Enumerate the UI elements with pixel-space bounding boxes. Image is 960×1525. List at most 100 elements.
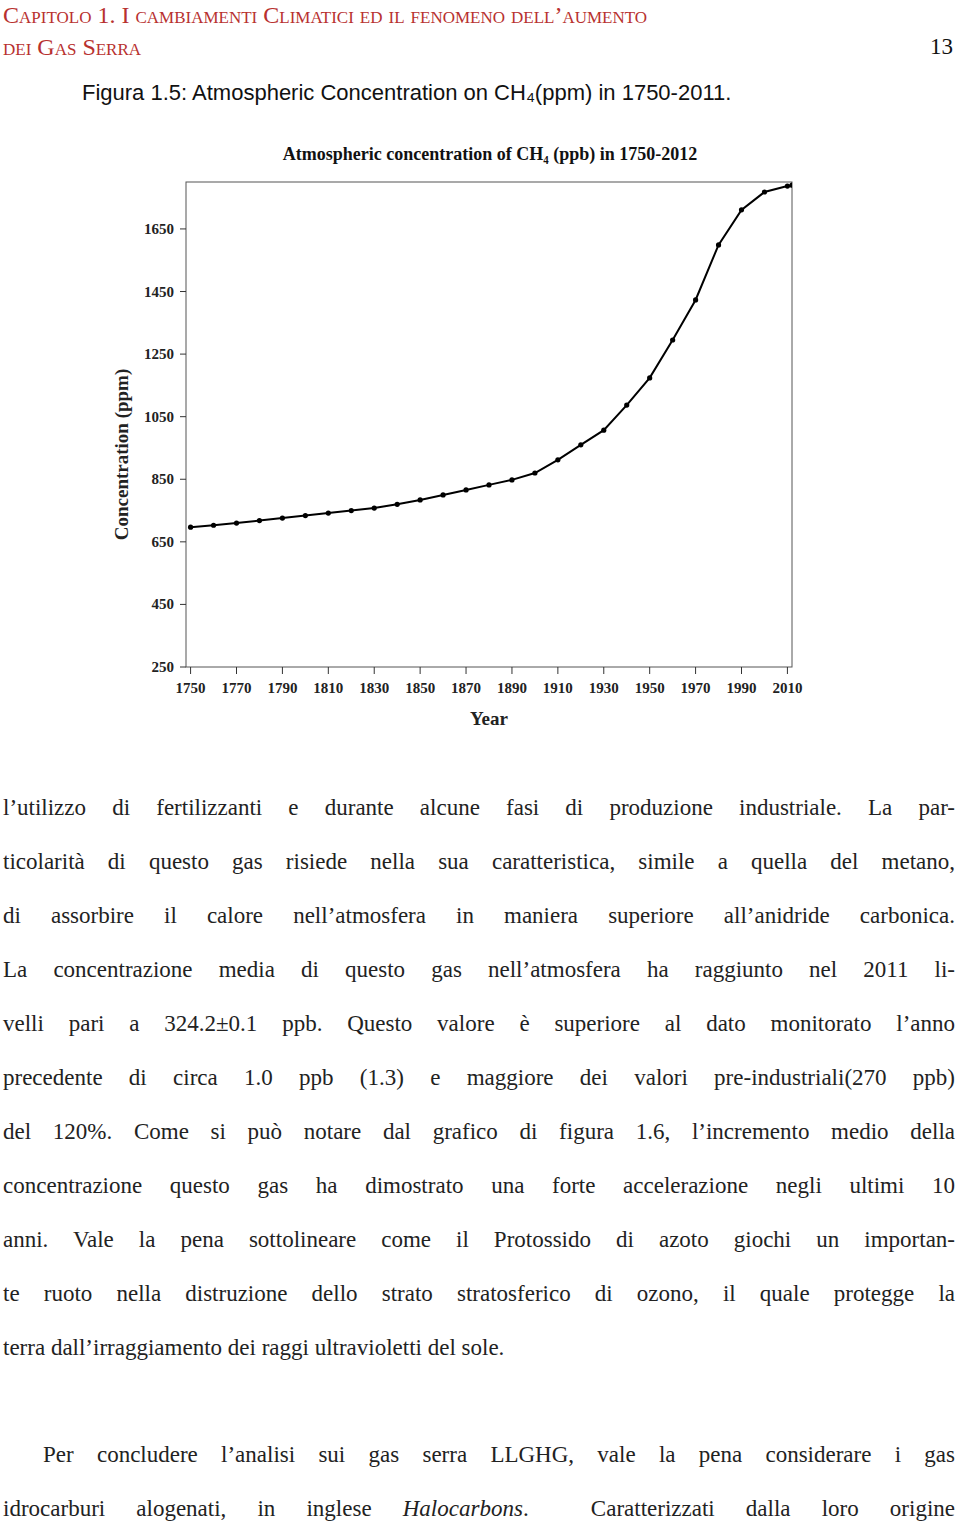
data-point [624,403,629,408]
text-line: terra dall’irraggiamento dei raggi ultra… [3,1321,955,1375]
running-header: Capitolo 1. I cambiamenti Climatici ed i… [3,2,647,29]
text-line: te ruoto nella distruzione dello strato … [3,1267,955,1321]
data-point [647,375,652,380]
x-tick [466,667,467,674]
data-point [234,520,239,525]
x-tick-label: 1790 [267,680,297,696]
data-group [188,183,792,530]
y-tick [180,479,186,480]
data-line [191,185,792,527]
y-tick-label: 850 [152,471,175,487]
italic-term: Halocarbons [403,1496,523,1521]
y-tick-label: 1050 [144,409,174,425]
page: Capitolo 1. I cambiamenti Climatici ed i… [0,0,960,1525]
x-tick [557,667,558,674]
data-point [762,189,767,194]
figure-caption: Figura 1.5: Atmospheric Concentration on… [82,80,731,106]
y-tick [180,667,186,668]
text-line: l’utilizzo di fertilizzanti e durante al… [3,781,955,835]
x-tick [282,667,283,674]
x-tick [374,667,375,674]
data-point [280,515,285,520]
x-tick-label: 2010 [772,680,802,696]
data-point [463,487,468,492]
y-tick-label: 650 [152,534,175,550]
y-tick-label: 1250 [144,346,174,362]
chart: Atmospheric concentration of CH₄ (ppb) i… [0,0,960,760]
text-line: precedente di circa 1.0 ppb (1.3) e magg… [3,1051,955,1105]
data-point [739,207,744,212]
data-point [486,482,491,487]
x-tick [649,667,650,674]
x-tick [420,667,421,674]
data-point [188,525,193,530]
y-tick [180,291,186,292]
y-tick [180,228,186,229]
x-tick-label: 1810 [313,680,343,696]
text-segment: . Caratterizzati dalla loro origine [523,1496,955,1521]
x-tick [236,667,237,674]
text-segment: idrocarburi alogenati, in inglese [3,1496,403,1521]
x-tick-label: 1990 [727,680,757,696]
text-line: ticolarità di questo gas risiede nella s… [3,835,955,889]
x-tick [695,667,696,674]
y-tick-label: 1650 [144,221,174,237]
y-tick-label: 250 [152,659,175,675]
data-point [789,183,792,188]
data-point [326,510,331,515]
data-point [693,297,698,302]
data-point [372,505,377,510]
data-point [670,337,675,342]
x-tick [328,667,329,674]
x-tick-label: 1950 [635,680,665,696]
x-tick-label: 1830 [359,680,389,696]
x-tick-label: 1930 [589,680,619,696]
data-point [785,183,790,188]
y-tick-label: 1450 [144,284,174,300]
data-point [395,502,400,507]
plot-frame [186,182,792,667]
x-tick-label: 1750 [176,680,206,696]
data-point [303,513,308,518]
text-line: di assorbire il calore nell’atmosfera in… [3,889,955,943]
data-point [211,523,216,528]
y-tick [180,604,186,605]
x-tick-label: 1910 [543,680,573,696]
text-line: La concentrazione media di questo gas ne… [3,943,955,997]
text-line: velli pari a 324.2±0.1 ppb. Questo valor… [3,997,955,1051]
running-header: dei Gas Serra [3,34,141,61]
y-tick [180,354,186,355]
x-tick [741,667,742,674]
data-point [440,492,445,497]
x-tick-label: 1770 [222,680,252,696]
text-line: anni. Vale la pena sottolineare come il … [3,1213,955,1267]
y-axis-label: Concentration (ppm) [111,369,133,541]
page-number: 13 [930,34,953,60]
chart-title: Atmospheric concentration of CH₄ (ppb) i… [283,144,697,165]
data-point [532,470,537,475]
text-line: concentrazione questo gas ha dimostrato … [3,1159,955,1213]
x-tick-label: 1970 [681,680,711,696]
y-tick-label: 450 [152,596,175,612]
x-tick [511,667,512,674]
x-tick [190,667,191,674]
data-point [555,457,560,462]
data-point [716,242,721,247]
text-line: idrocarburi alogenati, in inglese Haloca… [3,1482,955,1525]
data-point [257,518,262,523]
x-tick-label: 1850 [405,680,435,696]
data-point [601,428,606,433]
x-tick-label: 1870 [451,680,481,696]
y-tick [180,416,186,417]
data-point [578,442,583,447]
y-tick [180,541,186,542]
data-point [509,477,514,482]
text-line: Per concludere l’analisi sui gas serra L… [43,1428,955,1482]
data-point [349,508,354,513]
x-tick [603,667,604,674]
x-tick-label: 1890 [497,680,527,696]
data-point [418,497,423,502]
x-tick [787,667,788,674]
x-axis-label: Year [470,708,509,729]
text-line: del 120%. Come si può notare dal grafico… [3,1105,955,1159]
